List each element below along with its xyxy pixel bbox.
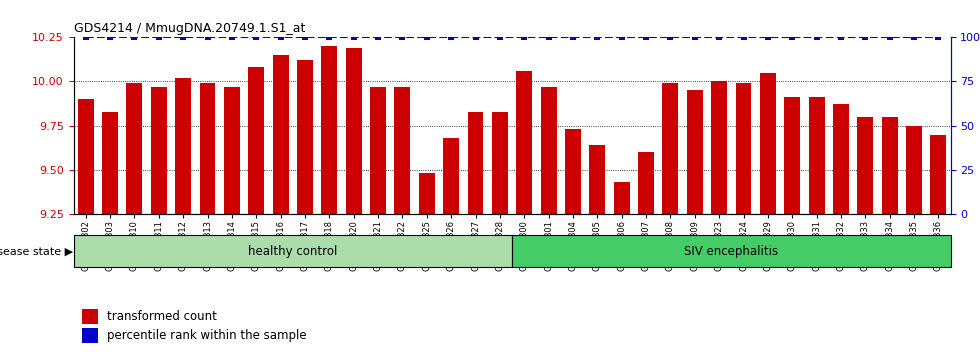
Bar bbox=[346, 48, 362, 214]
Bar bbox=[82, 328, 98, 343]
Bar bbox=[512, 235, 951, 267]
Text: GDS4214 / MmugDNA.20749.1.S1_at: GDS4214 / MmugDNA.20749.1.S1_at bbox=[74, 22, 305, 35]
Bar bbox=[74, 235, 512, 267]
Bar bbox=[662, 83, 678, 214]
Bar bbox=[175, 78, 191, 214]
Text: transformed count: transformed count bbox=[107, 310, 217, 323]
Bar bbox=[565, 129, 581, 214]
Text: SIV encephalitis: SIV encephalitis bbox=[684, 245, 778, 258]
Bar bbox=[833, 104, 849, 214]
Bar bbox=[224, 87, 240, 214]
Bar bbox=[589, 145, 606, 214]
Bar bbox=[77, 99, 94, 214]
Bar bbox=[736, 83, 752, 214]
Bar bbox=[151, 87, 167, 214]
Bar bbox=[858, 117, 873, 214]
Bar bbox=[930, 135, 947, 214]
Bar bbox=[541, 87, 557, 214]
Bar bbox=[126, 83, 142, 214]
Bar bbox=[808, 97, 824, 214]
Bar bbox=[418, 173, 435, 214]
Text: disease state ▶: disease state ▶ bbox=[0, 246, 74, 256]
Bar bbox=[492, 112, 508, 214]
Text: healthy control: healthy control bbox=[248, 245, 337, 258]
Bar bbox=[248, 67, 265, 214]
Bar bbox=[467, 112, 483, 214]
Bar bbox=[321, 46, 337, 214]
Bar bbox=[687, 90, 703, 214]
Bar bbox=[272, 55, 288, 214]
Bar bbox=[200, 83, 216, 214]
Bar bbox=[638, 152, 654, 214]
Bar bbox=[297, 60, 313, 214]
Bar bbox=[82, 309, 98, 324]
Bar bbox=[760, 73, 776, 214]
Bar bbox=[711, 81, 727, 214]
Bar bbox=[882, 117, 898, 214]
Bar bbox=[516, 71, 532, 214]
Bar bbox=[395, 87, 411, 214]
Bar bbox=[613, 182, 629, 214]
Bar bbox=[443, 138, 459, 214]
Bar bbox=[102, 112, 118, 214]
Bar bbox=[370, 87, 386, 214]
Bar bbox=[906, 126, 922, 214]
Text: percentile rank within the sample: percentile rank within the sample bbox=[107, 329, 307, 342]
Bar bbox=[784, 97, 800, 214]
